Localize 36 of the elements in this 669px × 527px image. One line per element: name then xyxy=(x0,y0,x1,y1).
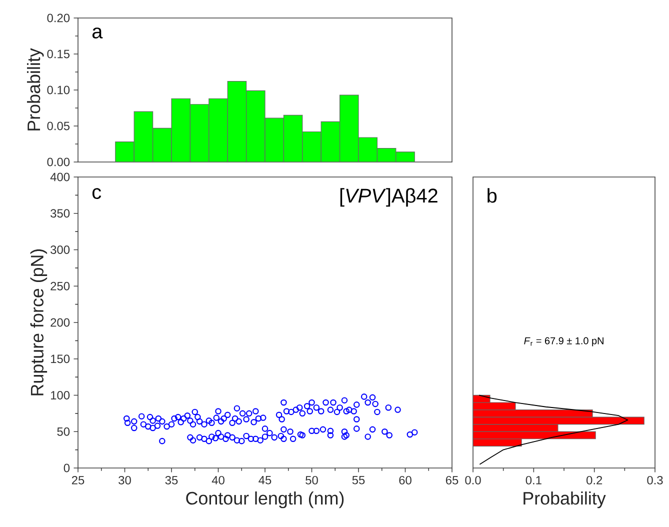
y-tick-label: 150 xyxy=(50,354,70,364)
x-tick-label: 25 xyxy=(72,476,84,484)
x-tick-label: 0.0 xyxy=(465,476,481,484)
x-tick-label: 65 xyxy=(446,476,458,484)
y-tick-label: 0.05 xyxy=(47,122,70,130)
y-tick-label: 100 xyxy=(50,391,70,400)
x-tick-label: 0.2 xyxy=(586,476,602,484)
x-tick-label: 40 xyxy=(212,476,224,484)
x-tick-label: 50 xyxy=(306,476,318,484)
y-tick-label: 0 xyxy=(64,464,70,472)
y-tick-label: 0.15 xyxy=(47,50,70,58)
x-axis-title: Probability xyxy=(524,491,606,508)
x-axis-title: Contour length (nm) xyxy=(186,491,344,508)
x-tick-label: 55 xyxy=(352,476,365,484)
annotation: b xyxy=(488,188,497,203)
annotation: [VPV]Aβ42 xyxy=(340,188,438,207)
y-tick-label: 0.20 xyxy=(47,14,70,22)
y-tick-label: 300 xyxy=(50,246,70,254)
y-tick-label: 0.10 xyxy=(47,86,70,94)
annotation: a xyxy=(92,28,103,38)
y-tick-label: 50 xyxy=(57,427,70,436)
y-axis-title: Probability xyxy=(27,48,44,130)
x-tick-label: 0.3 xyxy=(647,476,663,484)
x-tick-label: 30 xyxy=(118,476,131,484)
y-tick-label: 400 xyxy=(50,172,70,182)
y-tick-label: 250 xyxy=(50,282,70,290)
y-tick-label: 0.00 xyxy=(47,158,70,166)
x-tick-label: 0.1 xyxy=(526,476,542,484)
y-tick-label: 200 xyxy=(50,318,70,327)
annotation: c xyxy=(92,188,102,200)
x-tick-label: 45 xyxy=(258,476,272,484)
x-tick-label: 60 xyxy=(399,476,412,484)
annotation: F$_{r}$ = 67.9 ± 1.0 pN xyxy=(524,337,604,346)
x-tick-label: 35 xyxy=(165,476,178,484)
y-axis-title: Rupture force (pN) xyxy=(30,249,48,396)
y-tick-label: 350 xyxy=(50,209,70,218)
